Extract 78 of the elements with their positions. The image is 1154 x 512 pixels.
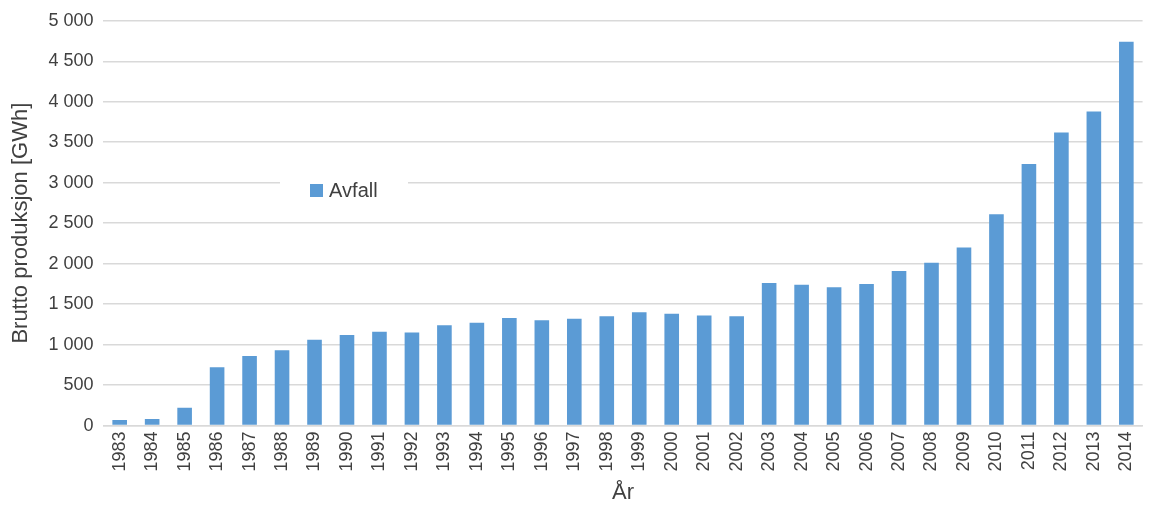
y-tick-label: 3 000 [48, 171, 94, 192]
x-tick-label: 1985 [173, 431, 194, 472]
x-tick-label: 1994 [465, 431, 486, 472]
bar [924, 262, 939, 425]
y-tick-label: 2 500 [48, 212, 94, 233]
x-tick-label: 2013 [1082, 431, 1103, 472]
x-tick-label: 1987 [238, 431, 259, 472]
x-tick-label: 1990 [335, 431, 356, 472]
x-tick-label: 2001 [693, 431, 714, 472]
y-tick-label: 3 500 [48, 131, 94, 152]
x-tick-label: 1986 [206, 431, 227, 472]
x-tick-label: 1989 [303, 431, 324, 472]
x-tick-label: 2000 [660, 431, 681, 472]
bar [372, 331, 387, 425]
bar [664, 313, 680, 425]
bar [112, 419, 127, 425]
x-tick-label: 1988 [271, 431, 292, 472]
legend-label: Avfall [329, 179, 378, 203]
bar [469, 322, 485, 425]
x-tick-label: 2007 [888, 431, 908, 472]
x-tick-label: 1984 [141, 431, 162, 472]
bar [242, 355, 257, 425]
bar [891, 270, 907, 425]
y-tick-label: 1 000 [48, 333, 94, 354]
bar [144, 419, 160, 425]
bar [989, 214, 1004, 425]
bar [177, 407, 192, 425]
x-tick-label: 2008 [920, 431, 941, 472]
y-tick-label: 4 000 [48, 90, 94, 111]
bar [339, 334, 355, 425]
x-tick-label: 2004 [790, 431, 811, 472]
y-tick-label: 5 000 [48, 9, 94, 30]
bar [274, 350, 290, 425]
x-tick-label: 1993 [433, 431, 454, 472]
x-tick-label: 2006 [855, 431, 876, 472]
bar [502, 317, 517, 425]
y-tick-label: 500 [63, 374, 94, 395]
bar [631, 312, 647, 425]
bar [794, 284, 809, 425]
x-tick-label: 1998 [595, 431, 616, 472]
y-axis-title: Brutto produksjon [GWh] [7, 102, 33, 344]
x-tick-label: 1999 [628, 431, 649, 472]
bar [826, 287, 842, 425]
bar [761, 283, 777, 425]
bar [696, 315, 712, 425]
bar [1086, 111, 1102, 425]
bar [404, 332, 420, 425]
bar [599, 316, 615, 425]
x-tick-label: 1983 [108, 431, 129, 472]
y-tick-label: 1 500 [48, 293, 94, 314]
x-tick-label: 2012 [1050, 431, 1071, 472]
x-tick-label: 1992 [400, 431, 421, 472]
bar [534, 320, 550, 425]
bar [956, 247, 972, 425]
bar [729, 316, 744, 425]
x-axis-title: År [612, 478, 635, 504]
bar [566, 318, 582, 425]
bar [1021, 164, 1037, 425]
y-tick-label: 4 500 [48, 50, 94, 71]
y-tick-label: 0 [83, 414, 94, 435]
x-tick-label: 2005 [823, 431, 844, 472]
x-tick-label: 2014 [1115, 431, 1136, 472]
x-tick-label: 2009 [952, 431, 973, 472]
x-tick-label: 2002 [725, 431, 746, 472]
x-tick-label: 2011 [1017, 431, 1038, 471]
bar [307, 339, 322, 425]
x-tick-label: 1995 [498, 431, 519, 472]
bar [1119, 41, 1134, 425]
x-tick-label: 1997 [563, 431, 584, 472]
x-tick-label: 1991 [368, 431, 389, 472]
bar [209, 367, 225, 425]
x-tick-label: 1996 [530, 431, 551, 472]
bar [1054, 132, 1069, 425]
bar [437, 325, 452, 425]
x-tick-label: 2003 [758, 431, 779, 472]
x-tick-label: 2010 [985, 431, 1006, 472]
bar [859, 283, 874, 425]
y-tick-label: 2 000 [48, 252, 94, 273]
